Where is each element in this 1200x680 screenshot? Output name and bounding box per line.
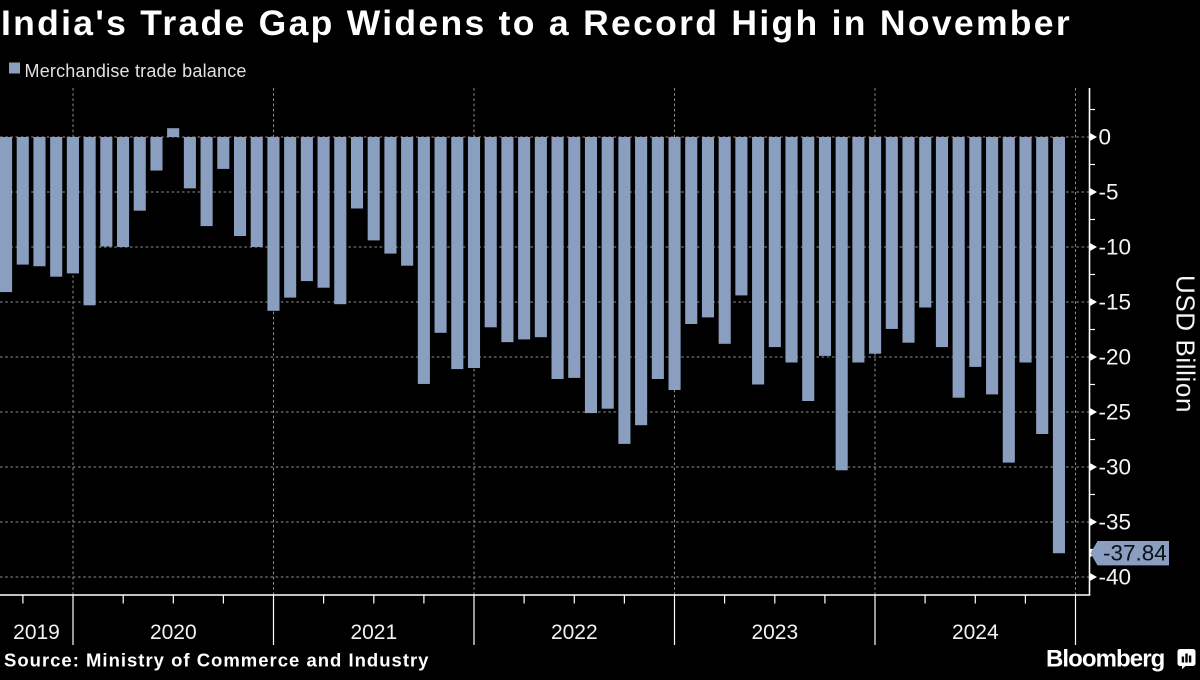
svg-text:-35: -35: [1099, 510, 1132, 535]
svg-text:-15: -15: [1099, 290, 1132, 315]
svg-text:-30: -30: [1099, 455, 1132, 480]
svg-text:2020: 2020: [150, 621, 197, 644]
svg-text:USD Billion: USD Billion: [1171, 275, 1200, 413]
svg-text:Merchandise trade balance: Merchandise trade balance: [25, 61, 247, 81]
svg-text:Source: Ministry of Commerce a: Source: Ministry of Commerce and Industr…: [4, 650, 429, 671]
svg-text:2024: 2024: [952, 621, 999, 644]
svg-text:-20: -20: [1099, 345, 1132, 370]
svg-text:0: 0: [1099, 125, 1112, 150]
svg-text:-40: -40: [1099, 565, 1132, 590]
svg-text:-25: -25: [1099, 400, 1132, 425]
svg-text:2022: 2022: [551, 621, 598, 644]
svg-text:2021: 2021: [350, 621, 397, 644]
svg-text:2019: 2019: [13, 621, 60, 644]
svg-text:Bloomberg: Bloomberg: [1046, 646, 1165, 673]
svg-text:2023: 2023: [751, 621, 798, 644]
svg-text:-10: -10: [1099, 235, 1132, 260]
svg-text:-5: -5: [1099, 180, 1119, 205]
svg-text:India's Trade Gap Widens to a: India's Trade Gap Widens to a Record Hig…: [1, 3, 1072, 43]
svg-text:-37.84: -37.84: [1103, 541, 1167, 566]
